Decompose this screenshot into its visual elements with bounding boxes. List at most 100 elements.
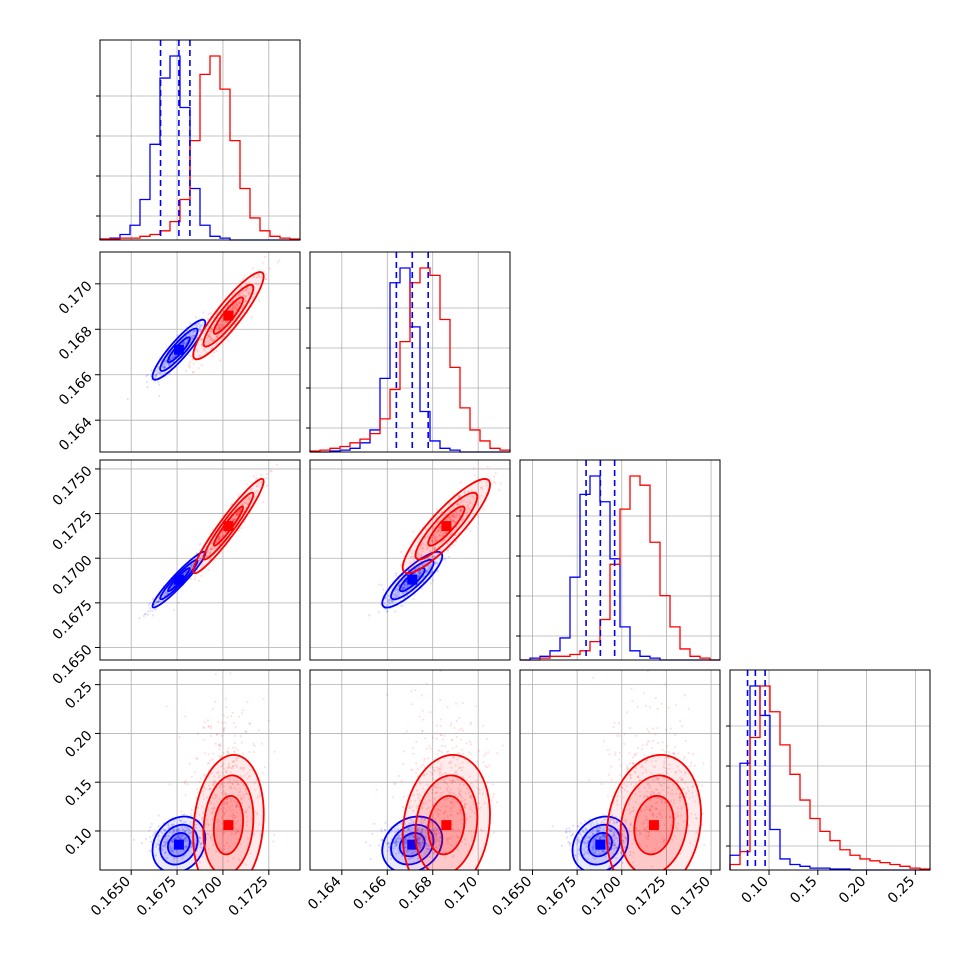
scatter-point: [231, 308, 234, 311]
scatter-point: [454, 516, 457, 519]
scatter-point: [472, 803, 475, 806]
scatter-point: [238, 871, 240, 873]
scatter-point: [408, 806, 411, 810]
panel-content: [551, 670, 706, 870]
scatter-point: [429, 565, 432, 568]
scatter-point: [191, 326, 194, 329]
scatter-point: [655, 807, 658, 810]
scatter-point: [421, 587, 424, 590]
scatter-point: [431, 540, 434, 544]
scatter-point: [180, 810, 183, 813]
scatter-point: [210, 330, 213, 333]
scatter-point: [583, 840, 586, 843]
scatter-point: [151, 609, 154, 612]
scatter-point: [201, 855, 204, 858]
scatter-point: [185, 825, 188, 829]
scatter-point: [237, 529, 240, 532]
scatter-point: [171, 838, 174, 841]
scatter-point: [455, 812, 459, 815]
scatter-point: [597, 830, 600, 833]
scatter-point: [652, 850, 655, 853]
scatter-point: [620, 790, 623, 793]
scatter-point: [624, 837, 628, 840]
scatter-point: [416, 767, 419, 771]
scatter-point: [197, 350, 200, 353]
scatter-point: [657, 755, 660, 758]
scatter-point: [378, 583, 381, 586]
scatter-point: [482, 508, 486, 511]
scatter-point: [244, 300, 248, 303]
scatter-point: [451, 514, 454, 517]
scatter-point: [199, 557, 202, 560]
density-peak: [173, 574, 184, 585]
scatter-point: [219, 535, 223, 538]
scatter-point: [192, 329, 195, 332]
scatter-point: [231, 805, 234, 808]
scatter-point: [486, 766, 489, 769]
scatter-point: [229, 809, 232, 812]
scatter-point: [431, 570, 434, 573]
scatter-point: [422, 763, 425, 766]
scatter-point: [240, 774, 243, 778]
scatter-point: [184, 794, 187, 797]
scatter-point: [429, 582, 433, 585]
scatter-point: [412, 560, 416, 563]
scatter-point: [459, 793, 462, 797]
scatter-point: [194, 566, 198, 569]
scatter-point: [240, 285, 243, 289]
scatter-point: [436, 570, 439, 573]
scatter-point: [418, 843, 422, 846]
scatter-point: [603, 819, 606, 822]
scatter-point: [144, 612, 147, 615]
scatter-point: [460, 501, 463, 504]
scatter-point: [476, 760, 479, 763]
scatter-point: [436, 539, 439, 542]
scatter-point: [257, 481, 260, 485]
scatter-point: [395, 593, 398, 596]
scatter-point: [211, 758, 215, 761]
panel-border: [99, 251, 301, 453]
scatter-point: [421, 729, 424, 732]
scatter-point: [200, 841, 204, 845]
scatter-point: [195, 788, 199, 791]
scatter-point: [401, 763, 405, 766]
scatter-point: [249, 722, 252, 725]
scatter-point: [239, 292, 242, 295]
scatter-point: [583, 852, 586, 856]
scatter-point: [186, 783, 189, 786]
scatter-point: [248, 774, 251, 777]
scatter-point: [595, 827, 598, 830]
scatter-point: [159, 372, 162, 376]
scatter-point: [214, 742, 217, 745]
scatter-point: [449, 724, 452, 727]
scatter-point: [481, 829, 484, 832]
scatter-point: [431, 555, 435, 558]
scatter-point: [223, 767, 226, 770]
scatter-point: [228, 308, 231, 312]
scatter-point: [235, 308, 238, 311]
scatter-point: [220, 322, 223, 326]
scatter-point: [255, 282, 258, 285]
scatter-point: [602, 833, 605, 836]
scatter-point: [244, 792, 248, 796]
scatter-point: [436, 838, 439, 841]
scatter-point: [225, 793, 228, 797]
scatter-point: [234, 832, 237, 835]
scatter-point: [147, 603, 151, 606]
scatter-point: [435, 535, 438, 539]
scatter-point: [625, 836, 628, 839]
scatter-point: [664, 801, 667, 804]
scatter-point: [469, 805, 472, 808]
scatter-point: [438, 534, 441, 537]
scatter-point: [487, 751, 490, 754]
scatter-point: [397, 840, 401, 844]
scatter-point: [595, 849, 598, 852]
scatter-point: [596, 828, 599, 831]
scatter-point: [664, 683, 667, 686]
scatter-point: [420, 822, 423, 825]
scatter-point: [208, 784, 211, 787]
scatter-point: [221, 764, 224, 767]
scatter-point: [388, 846, 391, 849]
scatter-point: [421, 806, 424, 810]
scatter-point: [172, 584, 176, 587]
